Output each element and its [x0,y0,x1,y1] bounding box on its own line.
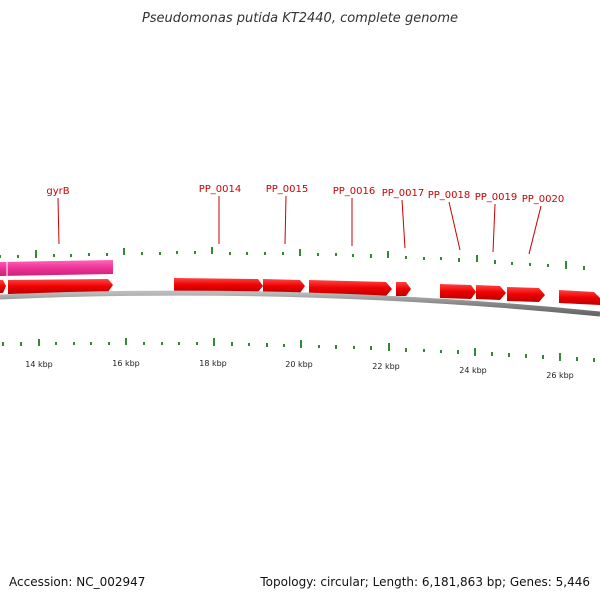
gene-label-pp-0020[interactable]: PP_0020 [522,194,565,205]
gene-arrow-left-edge[interactable] [0,280,6,293]
gene-arrow-pp-0015[interactable] [263,279,305,293]
gene-arrow-gyrb[interactable] [8,279,113,294]
kbp-label-20: 20 kbp [285,360,313,369]
kbp-label-16: 16 kbp [112,359,140,368]
kbp-label-26: 26 kbp [546,371,574,380]
gene-arrow-next[interactable] [559,290,600,305]
gene-arrow-pp-0017[interactable] [396,282,411,296]
pink-feature[interactable] [0,260,113,276]
label-connectors [57,195,542,255]
gene-arrow-pp-0016[interactable] [309,280,392,296]
lower-tick-row [2,338,595,362]
gene-arrow-pp-0014[interactable] [174,278,263,292]
gene-label-pp-0016[interactable]: PP_0016 [333,186,376,197]
upper-tick-row [0,247,585,270]
gene-arrow-pp-0019[interactable] [476,285,506,300]
accession-text: Accession: NC_002947 [9,575,145,589]
gene-label-pp-0015[interactable]: PP_0015 [266,184,309,195]
gene-track [0,278,600,305]
kbp-label-14: 14 kbp [25,360,53,369]
gene-arrow-pp-0020[interactable] [507,287,545,302]
gene-label-pp-0019[interactable]: PP_0019 [475,192,518,203]
gene-label-gyrb[interactable]: gyrB [46,186,69,197]
kbp-label-22: 22 kbp [372,362,400,371]
genome-summary-text: Topology: circular; Length: 6,181,863 bp… [259,575,590,589]
kbp-label-24: 24 kbp [459,366,487,375]
map-title: Pseudomonas putida KT2440, complete geno… [142,11,458,26]
gene-label-pp-0017[interactable]: PP_0017 [382,188,425,199]
gene-label-pp-0018[interactable]: PP_0018 [428,190,471,201]
genome-backbone [0,290,600,317]
kbp-label-18: 18 kbp [199,359,227,368]
pink-feature-track [0,260,113,276]
gene-arrow-pp-0018[interactable] [440,284,476,299]
gene-label-pp-0014[interactable]: PP_0014 [199,184,242,195]
